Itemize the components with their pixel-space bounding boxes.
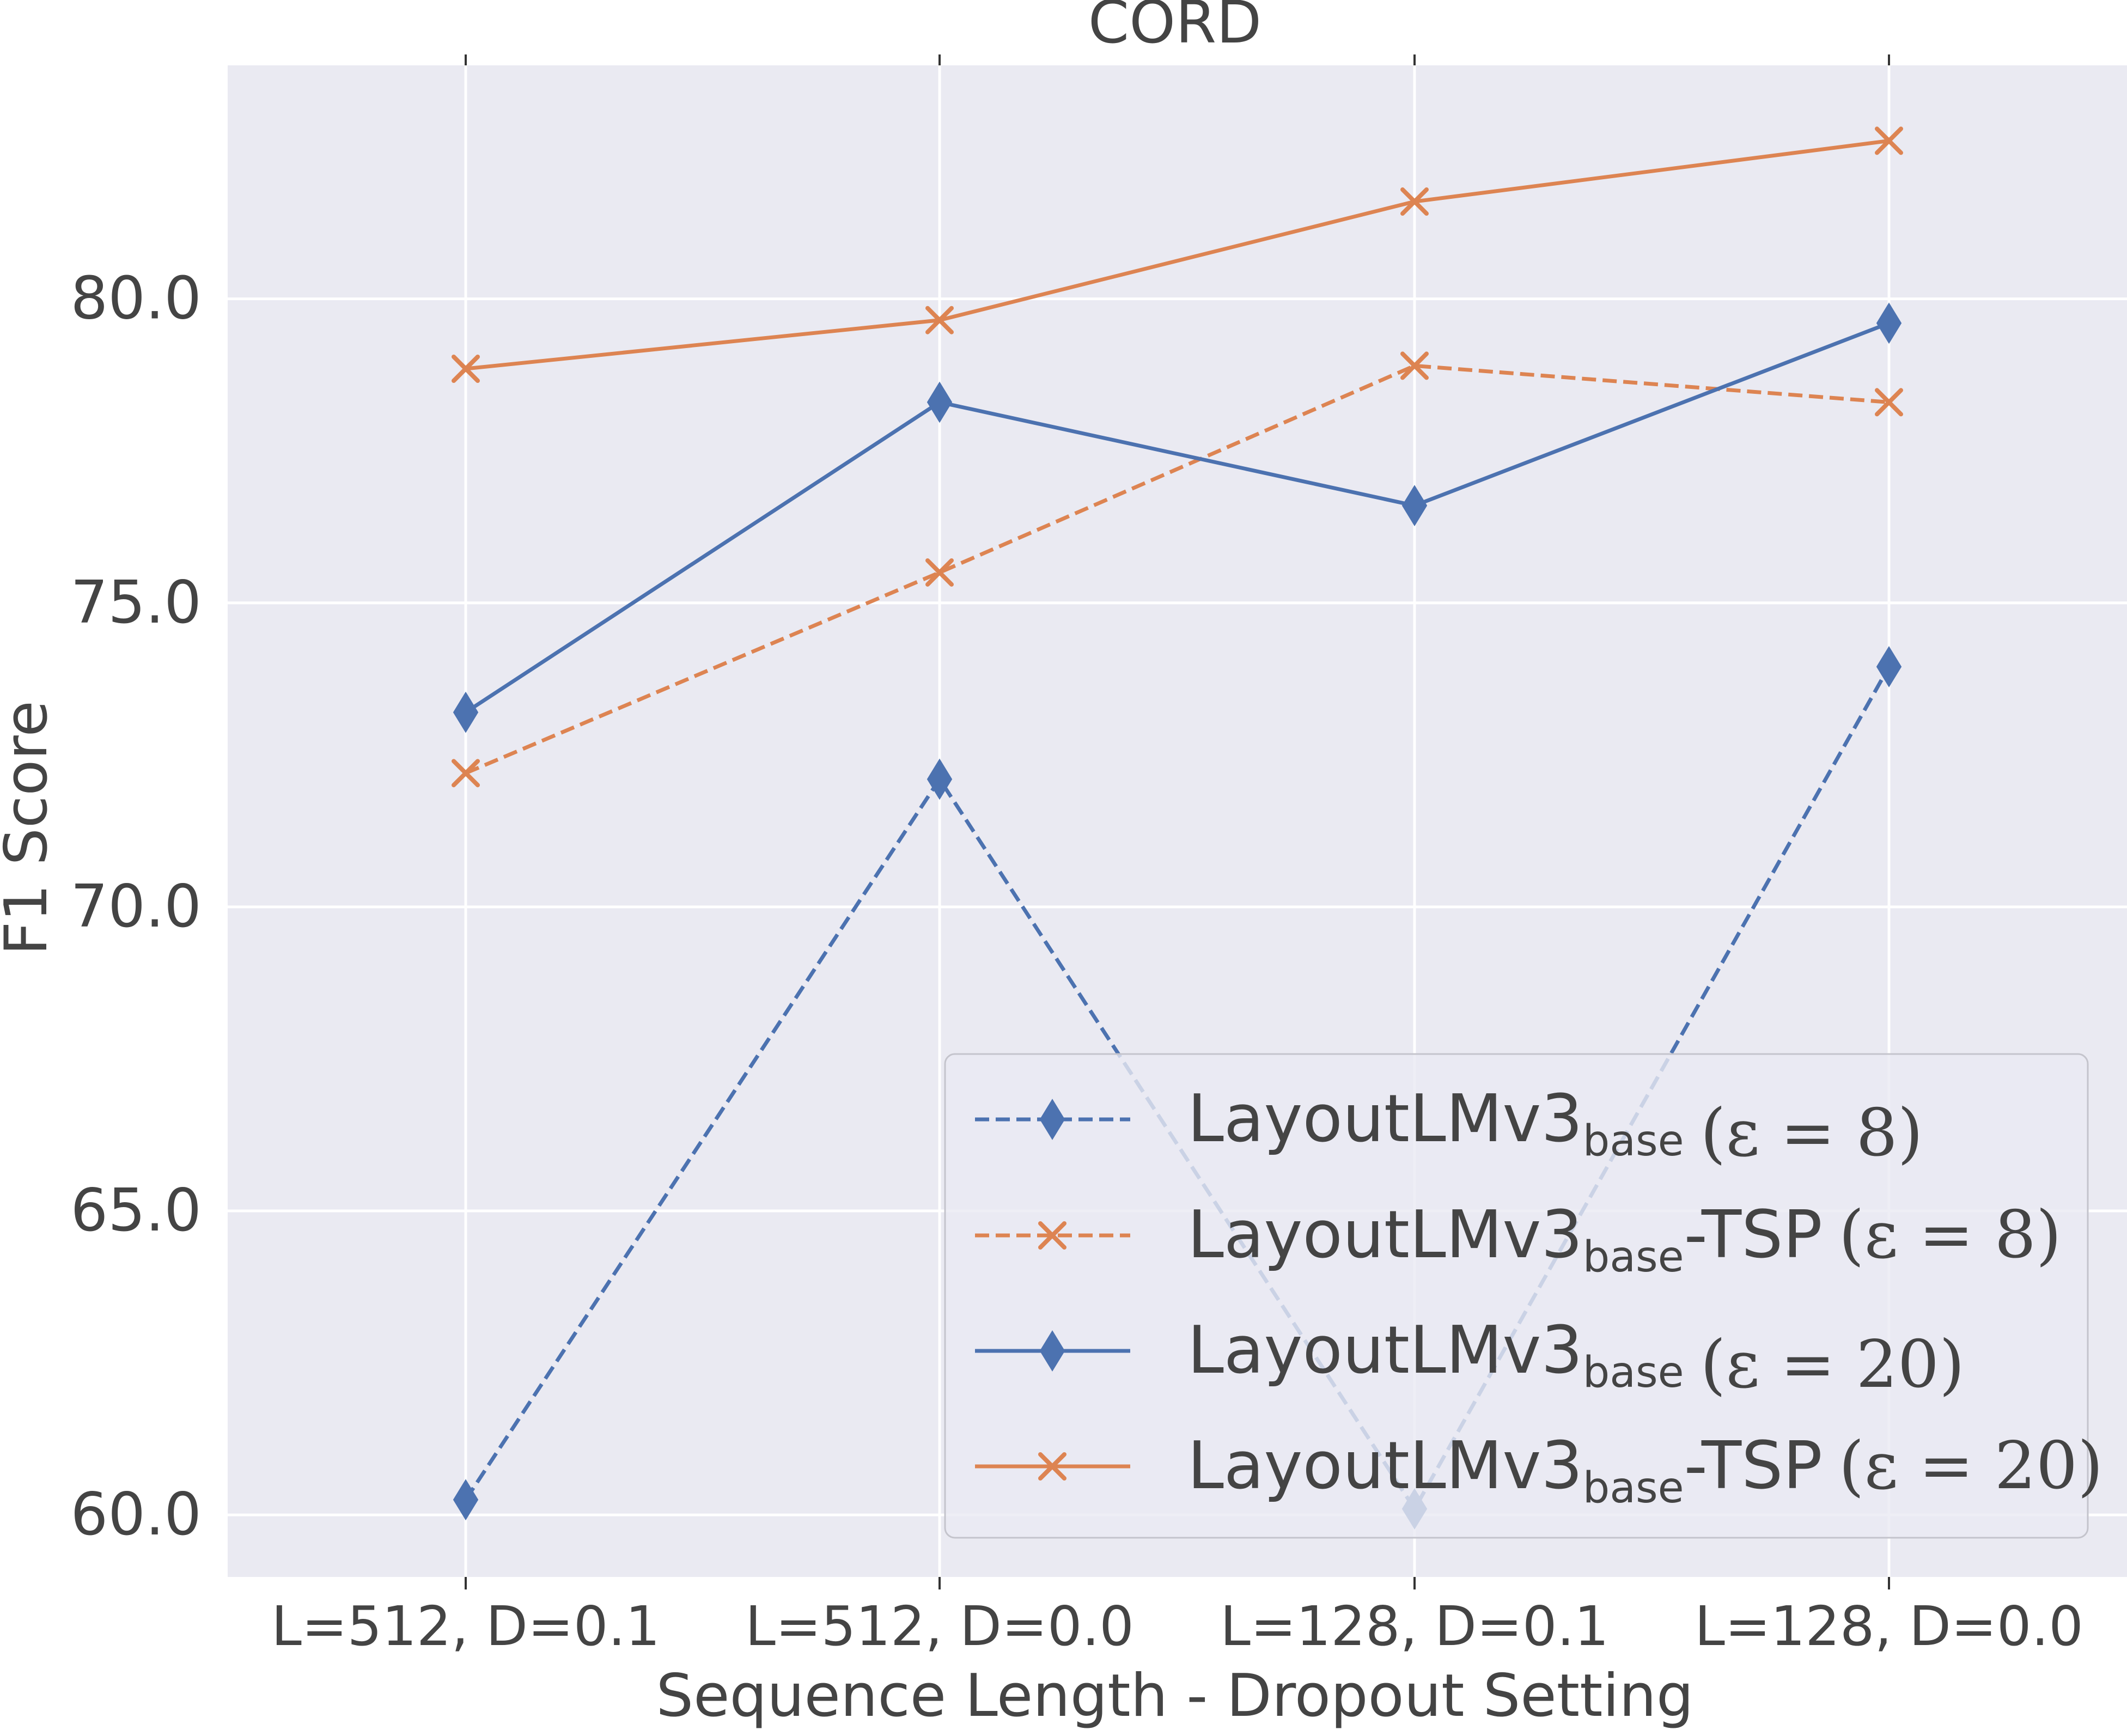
data-point bbox=[453, 691, 479, 733]
x-marker-stroke bbox=[1400, 187, 1429, 216]
x-axis: L=512, D=0.1 L=512, D=0.0 L=128, D=0.1 L=12… bbox=[271, 54, 2083, 1658]
legend-label: LayoutLMv3base-TSP (ε = 20) bbox=[1187, 1428, 2103, 1513]
legend-label: LayoutLMv3base-TSP (ε = 8) bbox=[1187, 1197, 2062, 1282]
legend-entry: LayoutLMv3base-TSP (ε = 8) bbox=[975, 1197, 2062, 1282]
legend-marker bbox=[1038, 1452, 1066, 1481]
x-marker-stroke bbox=[1038, 1221, 1066, 1250]
y-axis-label: F1 Score bbox=[0, 701, 60, 955]
legend-frame bbox=[944, 1053, 2089, 1539]
data-point bbox=[1875, 388, 1903, 417]
legend-label: LayoutLMv3base (ε = 20) bbox=[1187, 1313, 1965, 1403]
legend-marker bbox=[1039, 1330, 1065, 1372]
series-2 bbox=[453, 302, 1902, 733]
series-line bbox=[465, 138, 1890, 371]
data-point bbox=[1400, 351, 1429, 380]
legend-marker bbox=[1038, 1221, 1066, 1250]
legend-entries: LayoutLMv3base (ε = 8) LayoutLMv3base-TSP(… bbox=[975, 1081, 2103, 1513]
data-point bbox=[1875, 126, 1903, 155]
y-tick-label: 65.0 bbox=[71, 1177, 202, 1245]
x-marker-stroke bbox=[452, 759, 480, 788]
x-marker-stroke bbox=[452, 355, 480, 383]
series-line bbox=[465, 363, 1890, 775]
y-tick-label: 70.0 bbox=[71, 873, 202, 941]
series-1 bbox=[452, 351, 1903, 788]
data-point bbox=[925, 558, 954, 587]
chart-title: CORD bbox=[1088, 0, 1262, 57]
data-point bbox=[1876, 646, 1902, 687]
x-marker-stroke bbox=[925, 306, 954, 334]
data-point bbox=[1400, 187, 1429, 216]
x-marker-stroke bbox=[1875, 388, 1903, 417]
y-axis: 60.0 65.0 70.0 75.0 80.0 bbox=[71, 265, 202, 1549]
legend-marker bbox=[1039, 1099, 1065, 1140]
data-point bbox=[1876, 302, 1902, 344]
data-point bbox=[452, 759, 480, 788]
data-point bbox=[1401, 485, 1428, 527]
legend-entry: LayoutLMv3base (ε = 20) bbox=[975, 1313, 1965, 1403]
legend: LayoutLMv3base (ε = 8) LayoutLMv3base-TSP(… bbox=[944, 1053, 2103, 1539]
data-point bbox=[452, 355, 480, 383]
legend-entry: LayoutLMv3base (ε = 8) bbox=[975, 1081, 1923, 1171]
x-axis-label: Sequence Length - Dropout Setting bbox=[656, 1662, 1694, 1730]
data-point bbox=[927, 381, 953, 423]
data-point bbox=[925, 306, 954, 334]
data-point bbox=[927, 758, 953, 800]
y-tick-label: 80.0 bbox=[71, 265, 202, 333]
data-point bbox=[453, 1479, 479, 1521]
legend-label: LayoutLMv3base (ε = 8) bbox=[1187, 1081, 1923, 1171]
x-tick-label: L=512, D=0.0 bbox=[745, 1594, 1134, 1658]
x-tick-label: L=128, D=0.0 bbox=[1695, 1594, 2083, 1658]
x-tick-label: L=128, D=0.1 bbox=[1220, 1594, 1609, 1658]
y-tick-label: 75.0 bbox=[71, 569, 202, 637]
series-3 bbox=[452, 126, 1903, 383]
x-marker-stroke bbox=[1038, 1452, 1066, 1481]
series-line bbox=[465, 321, 1890, 714]
x-tick-label: L=512, D=0.1 bbox=[271, 1594, 660, 1658]
x-marker-stroke bbox=[1875, 126, 1903, 155]
x-marker-stroke bbox=[925, 558, 954, 587]
x-marker-stroke bbox=[1400, 351, 1429, 380]
legend-entry: LayoutLMv3base-TSP (ε = 20) bbox=[975, 1428, 2103, 1513]
y-tick-label: 60.0 bbox=[71, 1481, 202, 1549]
